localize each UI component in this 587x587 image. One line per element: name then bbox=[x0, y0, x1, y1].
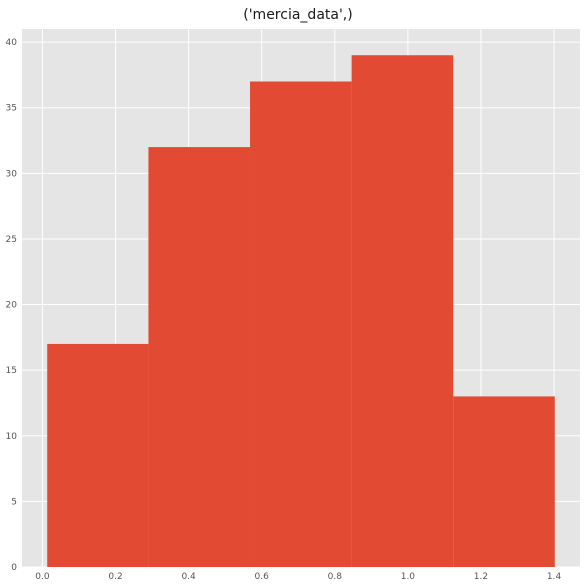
bars bbox=[47, 55, 555, 568]
y-tick-label: 20 bbox=[6, 301, 18, 311]
x-tick-label: 0.8 bbox=[328, 572, 343, 582]
x-tick-label: 0.0 bbox=[35, 572, 50, 582]
y-tick-label: 5 bbox=[11, 497, 17, 507]
x-tick-label: 0.4 bbox=[181, 572, 196, 582]
y-tick-label: 0 bbox=[11, 563, 17, 573]
tick-labels: 0.0 0.2 0.4 0.6 0.8 1.0 1.2 1.4 0 5 10 15 20 25 30 35 40 bbox=[6, 38, 562, 582]
y-tick-label: 30 bbox=[6, 169, 18, 179]
y-tick-label: 15 bbox=[6, 366, 17, 376]
y-tick-label: 10 bbox=[6, 432, 18, 442]
histogram-bar bbox=[453, 396, 555, 567]
x-tick-label: 1.2 bbox=[474, 572, 488, 582]
histogram-bar bbox=[250, 81, 352, 568]
y-tick-label: 35 bbox=[6, 104, 17, 114]
histogram-bar bbox=[47, 343, 149, 567]
x-tick-label: 1.4 bbox=[547, 572, 562, 582]
x-tick-label: 1.0 bbox=[401, 572, 416, 582]
y-tick-label: 40 bbox=[6, 38, 18, 48]
y-tick-label: 25 bbox=[6, 235, 17, 245]
chart-title: ('mercia_data',) bbox=[243, 7, 352, 23]
histogram-bar bbox=[148, 147, 251, 567]
histogram-bar bbox=[351, 55, 454, 568]
x-tick-label: 0.2 bbox=[108, 572, 122, 582]
x-tick-label: 0.6 bbox=[255, 572, 270, 582]
